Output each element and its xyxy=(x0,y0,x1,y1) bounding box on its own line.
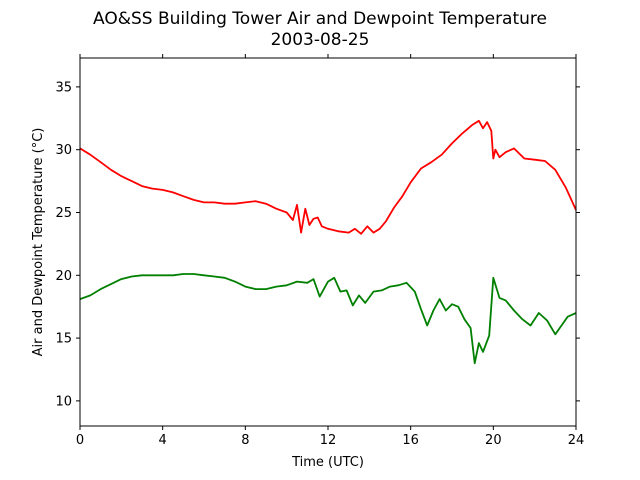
plot-area xyxy=(79,119,577,365)
x-tick-label: 16 xyxy=(402,433,419,448)
y-tick-label: 15 xyxy=(55,332,72,347)
chart-subtitle: 2003-08-25 xyxy=(271,30,370,50)
y-tick-label: 25 xyxy=(55,206,72,221)
series-line-1 xyxy=(79,119,577,235)
x-tick-label: 24 xyxy=(568,433,585,448)
y-tick-label: 30 xyxy=(55,143,72,158)
y-tick-label: 20 xyxy=(55,269,72,284)
y-tick-label: 10 xyxy=(55,394,72,409)
axes: 0 4 8 12 16 20 24 10 15 20 25 30 35 xyxy=(55,54,584,448)
x-axis-label: Time (UTC) xyxy=(291,455,364,470)
x-tick-label: 20 xyxy=(485,433,502,448)
y-tick-label: 35 xyxy=(55,80,72,95)
series-line-2 xyxy=(79,273,577,365)
x-tick-label: 8 xyxy=(241,433,249,448)
plot-frame xyxy=(79,57,577,427)
x-tick-label: 0 xyxy=(76,433,84,448)
y-axis-label: Air and Dewpoint Temperature (°C) xyxy=(31,128,46,357)
x-tick-label: 4 xyxy=(159,433,167,448)
chart-title: AO&SS Building Tower Air and Dewpoint Te… xyxy=(93,9,547,29)
x-tick-label: 12 xyxy=(320,433,337,448)
